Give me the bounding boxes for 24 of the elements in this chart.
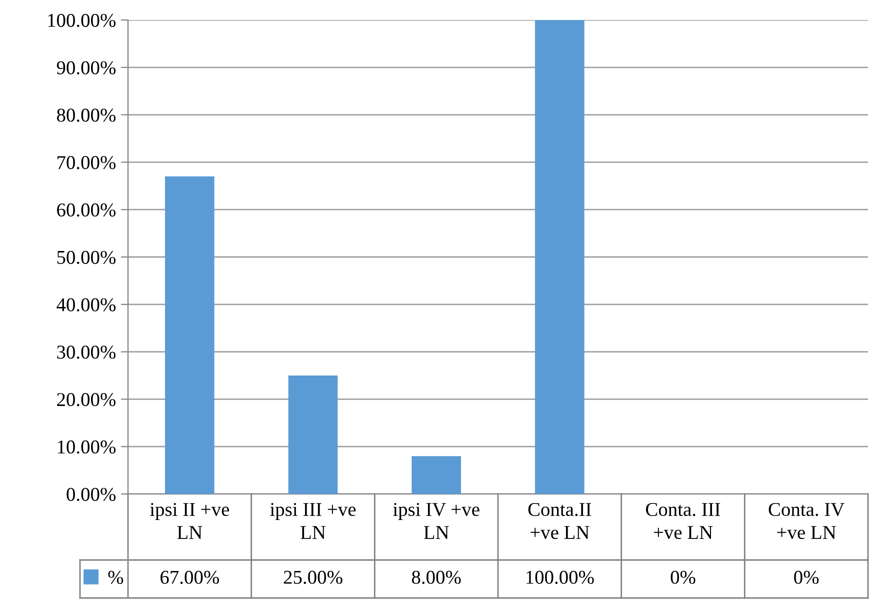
y-tick-label: 40.00% <box>56 298 116 312</box>
data-label: 0% <box>670 570 696 584</box>
y-tick-label: 50.00% <box>57 250 116 264</box>
y-tick-label: 70.00% <box>58 156 116 170</box>
x-tick-label: ipsi III +ve LN <box>270 502 356 539</box>
y-tick-label: 20.00% <box>57 393 116 406</box>
data-label: 100.00% <box>526 570 594 584</box>
x-tick-label: ipsi II +ve LN <box>150 502 230 539</box>
x-tick-label: Conta. IV +ve LN <box>768 502 844 540</box>
y-tick-label: 100.00% <box>48 14 116 28</box>
x-tick-label: ipsi IV +ve LN <box>393 502 480 539</box>
data-label: 25.00% <box>284 570 342 584</box>
y-tick-label: 60.00% <box>57 203 116 217</box>
y-tick-label: 0.00% <box>66 488 116 502</box>
y-tick-label: 80.00% <box>56 108 116 122</box>
data-label: 67.00% <box>160 570 219 584</box>
x-tick-label: Conta.II +ve LN <box>528 502 592 540</box>
x-tick-label: Conta. III +ve LN <box>646 502 720 540</box>
data-label: 0% <box>794 570 819 584</box>
y-tick-label: 90.00% <box>56 61 116 74</box>
data-label: 8.00% <box>412 570 461 584</box>
y-tick-label: 30.00% <box>57 346 116 359</box>
y-tick-label: 10.00% <box>58 440 116 454</box>
legend-label: % <box>108 570 124 584</box>
